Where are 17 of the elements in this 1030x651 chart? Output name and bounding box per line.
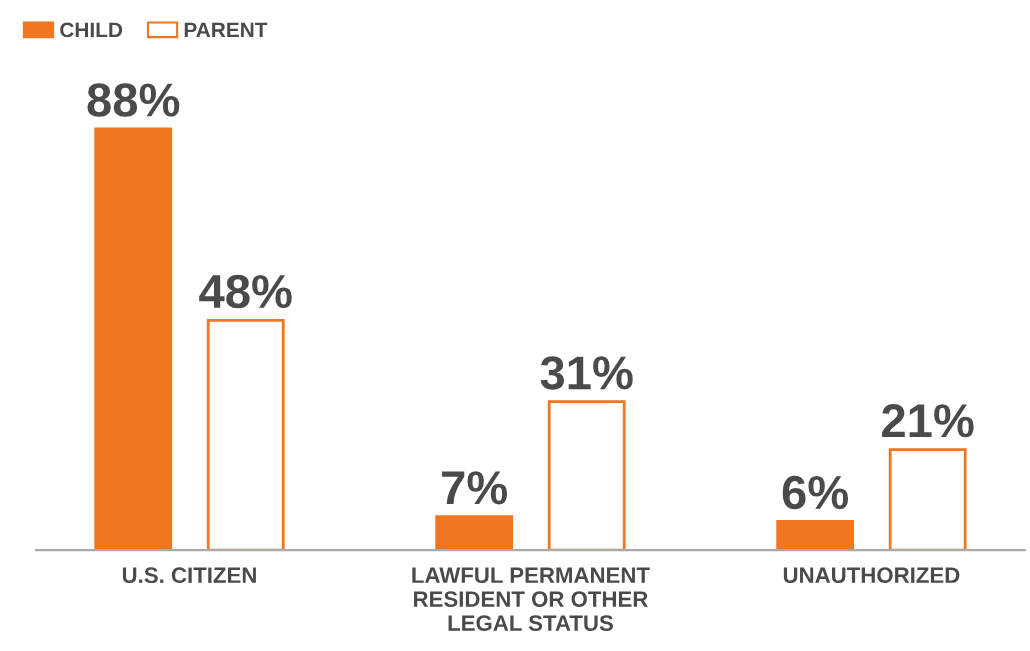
bar [435,515,514,551]
data-label: 88% [87,83,180,117]
data-label: 31% [540,356,633,390]
bar [888,448,967,551]
bar [776,519,855,551]
bar [206,318,285,551]
data-label: 7% [442,471,508,505]
x-tick-label: U.S. CITIZEN [122,567,256,584]
bar [94,127,173,551]
data-label: 48% [199,274,292,309]
legend-label: PARENT [184,22,268,38]
x-tick-label: LAWFUL PERMANENT RESIDENT OR OTHER LEGAL STATUS [412,567,650,631]
data-label: 21% [882,404,974,438]
data-label: 6% [782,475,849,510]
x-tick-label: UNAUTHORIZED [783,567,960,584]
bar [547,400,626,551]
legend-label: CHILD [60,22,123,38]
